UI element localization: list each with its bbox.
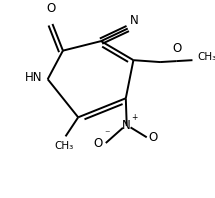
Text: CH₃: CH₃: [197, 52, 215, 62]
Text: O: O: [46, 2, 55, 15]
Text: CH₃: CH₃: [54, 141, 73, 151]
Text: N: N: [122, 119, 131, 132]
Text: N: N: [130, 14, 138, 27]
Text: ⁻: ⁻: [104, 129, 109, 139]
Text: O: O: [149, 131, 158, 144]
Text: +: +: [132, 113, 138, 122]
Text: HN: HN: [25, 71, 42, 84]
Text: O: O: [94, 137, 103, 149]
Text: O: O: [173, 42, 182, 55]
